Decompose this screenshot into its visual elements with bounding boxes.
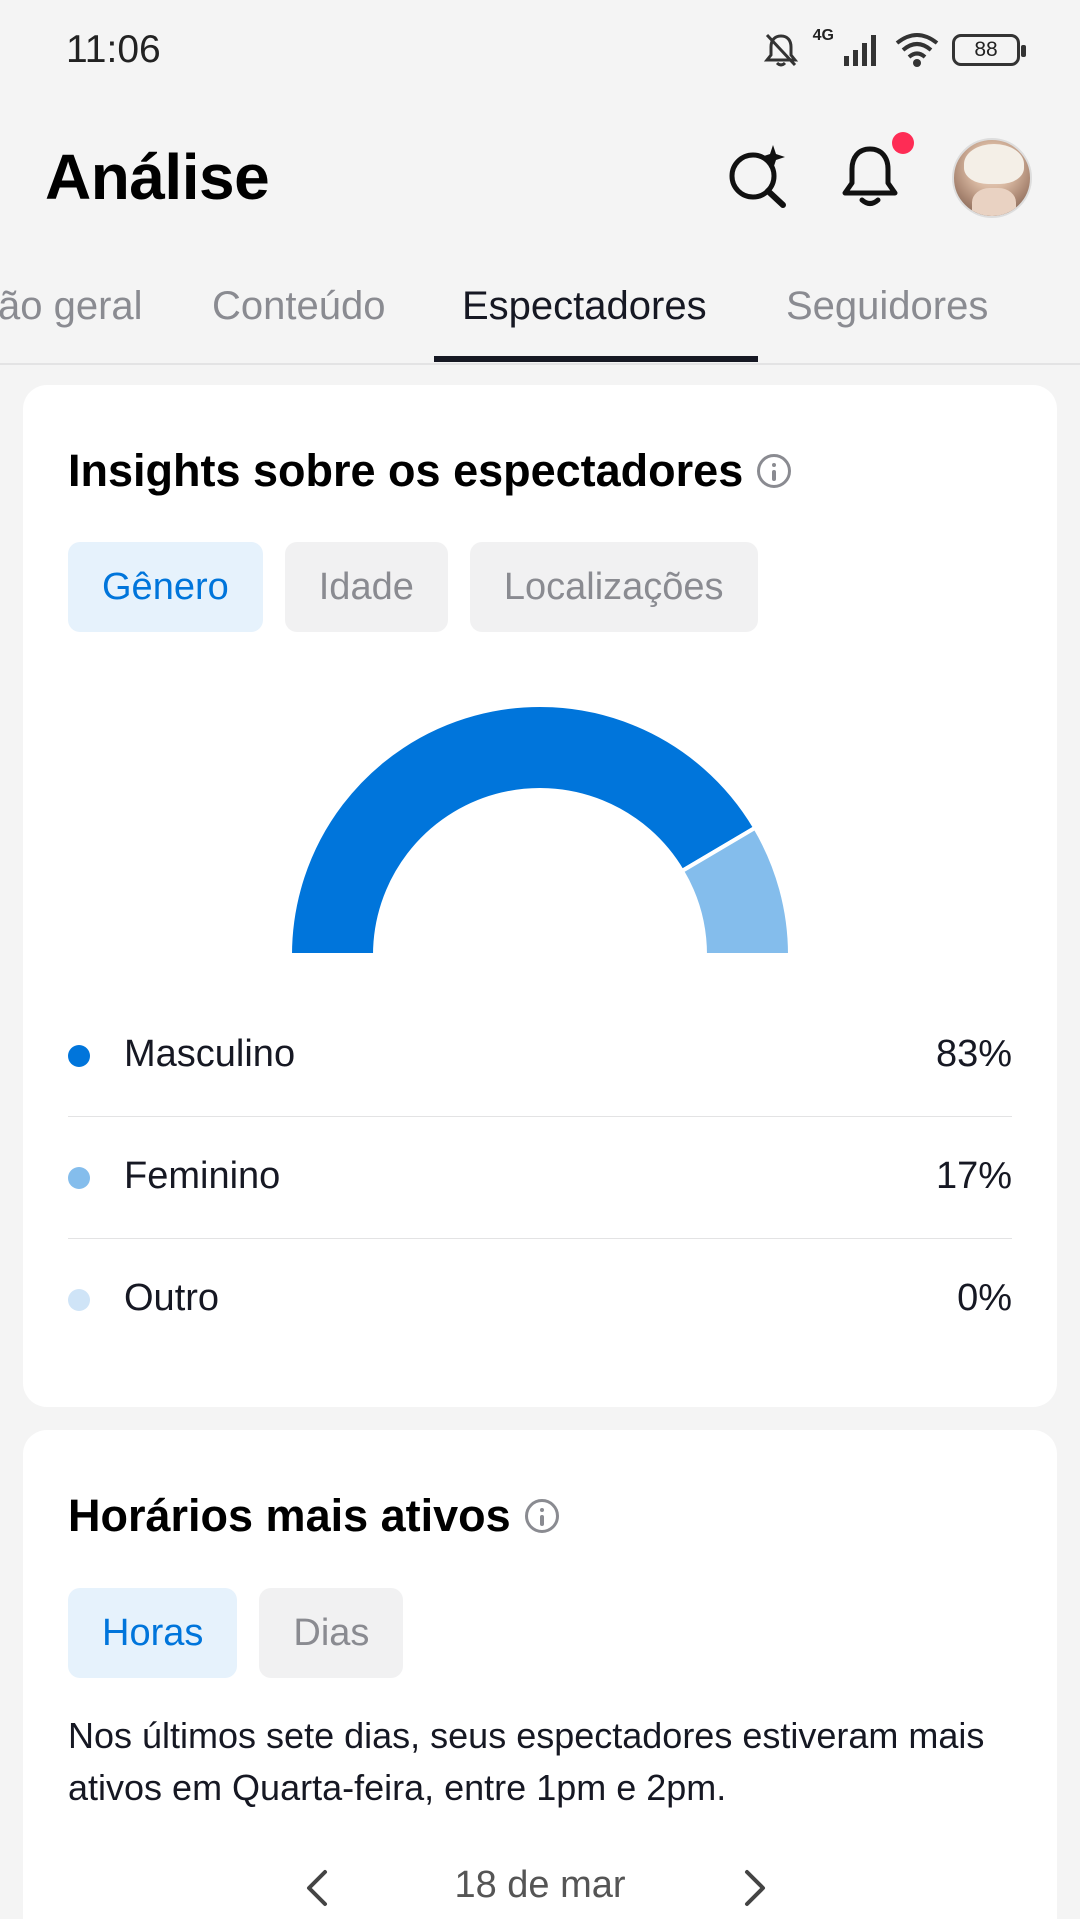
legend-dot-female xyxy=(68,1167,90,1189)
tab-content[interactable]: Conteúdo xyxy=(212,284,386,328)
legend-label-male: Masculino xyxy=(124,1033,296,1075)
notification-dot xyxy=(892,132,914,154)
info-icon[interactable] xyxy=(757,454,792,488)
battery-level: 88 xyxy=(974,38,998,61)
chip-days[interactable]: Dias xyxy=(259,1588,404,1678)
notifications-button[interactable] xyxy=(822,130,918,226)
wifi-icon xyxy=(894,31,940,69)
active-times-card: Horários mais ativos Horas Dias Nos últi… xyxy=(23,1430,1057,1919)
legend-row-female: Feminino 17% xyxy=(68,1117,1012,1239)
info-icon[interactable] xyxy=(524,1499,559,1533)
active-times-summary: Nos últimos sete dias, seus espectadores… xyxy=(68,1715,985,1808)
active-tab-indicator xyxy=(434,356,758,362)
legend-value-female: 17% xyxy=(935,1155,1012,1197)
active-times-chips: Horas Dias xyxy=(68,1588,404,1678)
status-time: 11:06 xyxy=(66,28,161,71)
page-title: Análise xyxy=(45,141,270,213)
ai-search-icon xyxy=(723,141,793,216)
network-type: 4G xyxy=(812,27,834,44)
donut-slice-masculino xyxy=(288,705,758,957)
legend-label-female: Feminino xyxy=(124,1155,281,1197)
legend-dot-other xyxy=(68,1289,90,1311)
tab-overview[interactable]: ão geral xyxy=(0,284,143,328)
viewer-insights-title-row: Insights sobre os espectadores xyxy=(68,445,792,497)
ai-search-button[interactable] xyxy=(710,130,806,226)
tab-viewers[interactable]: Espectadores xyxy=(462,284,707,328)
chevron-left-icon[interactable] xyxy=(303,1868,329,1913)
tab-followers[interactable]: Seguidores xyxy=(786,284,989,328)
chip-hours[interactable]: Horas xyxy=(68,1588,238,1678)
battery-icon: 88 xyxy=(952,34,1026,66)
legend-label-other: Outro xyxy=(124,1277,220,1319)
active-times-title: Horários mais ativos xyxy=(68,1490,511,1541)
gender-half-donut-chart xyxy=(288,705,792,957)
viewer-insights-card: Insights sobre os espectadores Gênero Id… xyxy=(23,385,1057,1407)
mute-bell-icon xyxy=(761,30,801,70)
viewer-filter-chips: Gênero Idade Localizações xyxy=(68,542,758,632)
bell-icon xyxy=(839,141,901,216)
signal-icon xyxy=(842,32,882,68)
avatar-hair xyxy=(964,144,1024,184)
viewer-insights-title: Insights sobre os espectadores xyxy=(68,445,744,496)
donut-slice-feminino xyxy=(679,825,792,957)
avatar[interactable] xyxy=(952,138,1032,218)
chip-gender[interactable]: Gênero xyxy=(68,542,263,632)
legend-value-other: 0% xyxy=(957,1277,1012,1319)
legend-dot-male xyxy=(68,1045,90,1067)
tab-bar: ão geral Conteúdo Espectadores Seguidore… xyxy=(0,270,1080,365)
chip-age[interactable]: Idade xyxy=(284,542,448,632)
header: Análise xyxy=(0,110,1080,250)
legend-value-male: 83% xyxy=(935,1033,1012,1075)
active-times-title-row: Horários mais ativos xyxy=(68,1490,559,1542)
gender-legend: Masculino 83% Feminino 17% Outro 0% xyxy=(68,995,1012,1361)
status-icons: 4G 88 xyxy=(761,22,1026,78)
legend-row-other: Outro 0% xyxy=(68,1239,1012,1361)
status-bar: 11:06 4G xyxy=(0,0,1080,100)
legend-row-male: Masculino 83% xyxy=(68,995,1012,1117)
chip-locations[interactable]: Localizações xyxy=(469,542,758,632)
date-label: 18 de mar xyxy=(454,1864,626,1906)
date-navigator: 18 de mar xyxy=(23,1860,1057,1919)
chevron-right-icon[interactable] xyxy=(743,1868,769,1913)
avatar-body xyxy=(972,188,1016,216)
